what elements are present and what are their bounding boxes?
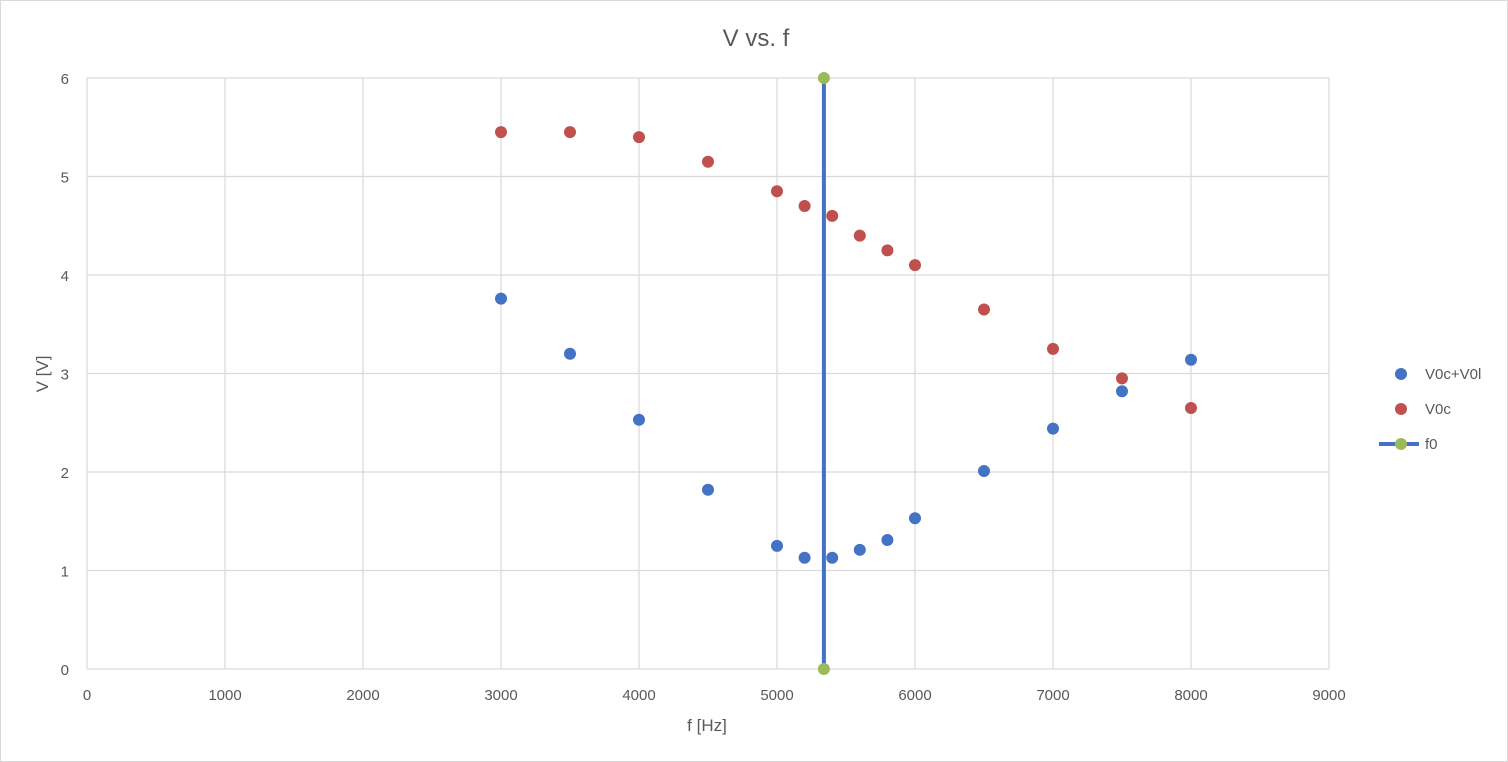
x-tick-label-6: 6000: [898, 687, 931, 704]
series-0-point-2: [633, 413, 645, 426]
legend-item-0: V0c+V0l: [1395, 366, 1481, 383]
series-0-point-1: [564, 347, 576, 360]
series-0-point-7: [853, 543, 866, 556]
series-1-point-6: [826, 209, 839, 222]
series-0-point-12: [1116, 385, 1128, 398]
series-1: [495, 126, 1197, 414]
chart-title: V vs. f: [723, 25, 790, 52]
series-0-point-8: [881, 533, 894, 546]
x-tick-label-0: 0: [83, 687, 91, 704]
y-tick-label-6: 6: [61, 71, 69, 88]
x-tick-label-8: 8000: [1174, 687, 1207, 704]
series-0-point-11: [1047, 422, 1059, 435]
legend-label-2: f0: [1425, 436, 1438, 453]
series-layer: [495, 72, 1197, 675]
legend-item-1: V0c: [1395, 401, 1451, 418]
y-tick-label-5: 5: [61, 170, 69, 187]
series-1-point-8: [881, 244, 894, 257]
series-0-point-13: [1185, 353, 1197, 366]
series-1-point-12: [1116, 372, 1128, 385]
series-1-point-2: [633, 131, 645, 144]
legend-marker-1: [1395, 403, 1407, 415]
legend-marker-0: [1395, 368, 1407, 380]
y-axis-title: V [V]: [33, 356, 52, 393]
y-tick-label-2: 2: [61, 465, 69, 482]
y-tick-label-1: 1: [61, 564, 69, 581]
y-tick-label-3: 3: [61, 367, 69, 384]
series-0-point-3: [702, 483, 714, 496]
series-0-point-10: [978, 465, 990, 478]
y-tick-label-4: 4: [61, 268, 69, 285]
legend-marker-2: [1395, 438, 1407, 450]
series-1-point-11: [1047, 342, 1059, 355]
series-1-point-3: [702, 155, 714, 168]
series-1-point-10: [978, 303, 990, 316]
series-0-point-6: [826, 551, 839, 564]
series-2: [817, 72, 830, 675]
x-axis-title: f [Hz]: [687, 716, 727, 735]
series-1-point-4: [771, 185, 783, 198]
series-0: [495, 292, 1197, 564]
legend: V0c+V0l V0c f0: [1379, 366, 1481, 453]
y-tick-label-0: 0: [61, 662, 69, 679]
x-tick-label-3: 3000: [484, 687, 517, 704]
series-1-point-7: [853, 229, 866, 242]
y-axis-ticks: 0 1 2 3 4 5 6: [61, 71, 69, 679]
legend-item-2: f0: [1379, 436, 1438, 453]
legend-label-0: V0c+V0l: [1425, 366, 1481, 383]
x-tick-label-5: 5000: [760, 687, 793, 704]
series-0-point-4: [771, 539, 783, 552]
series-0-point-5: [798, 551, 811, 564]
series-0-point-9: [909, 512, 921, 525]
series-0-point-0: [495, 292, 507, 305]
series-1-point-5: [798, 200, 811, 213]
x-tick-label-1: 1000: [208, 687, 241, 704]
series-1-point-13: [1185, 401, 1197, 414]
series-2-point-0: [817, 663, 830, 675]
legend-label-1: V0c: [1425, 401, 1451, 418]
x-tick-label-7: 7000: [1036, 687, 1069, 704]
series-1-point-9: [909, 259, 921, 272]
series-1-point-1: [564, 126, 576, 139]
x-axis-ticks: 0 1000 2000 3000 4000 5000 6000 7000 8000 9000: [83, 687, 1346, 704]
series-1-point-0: [495, 126, 507, 139]
x-tick-label-9: 9000: [1312, 687, 1345, 704]
x-tick-label-2: 2000: [346, 687, 379, 704]
series-2-point-1: [817, 72, 830, 84]
x-tick-label-4: 4000: [622, 687, 655, 704]
